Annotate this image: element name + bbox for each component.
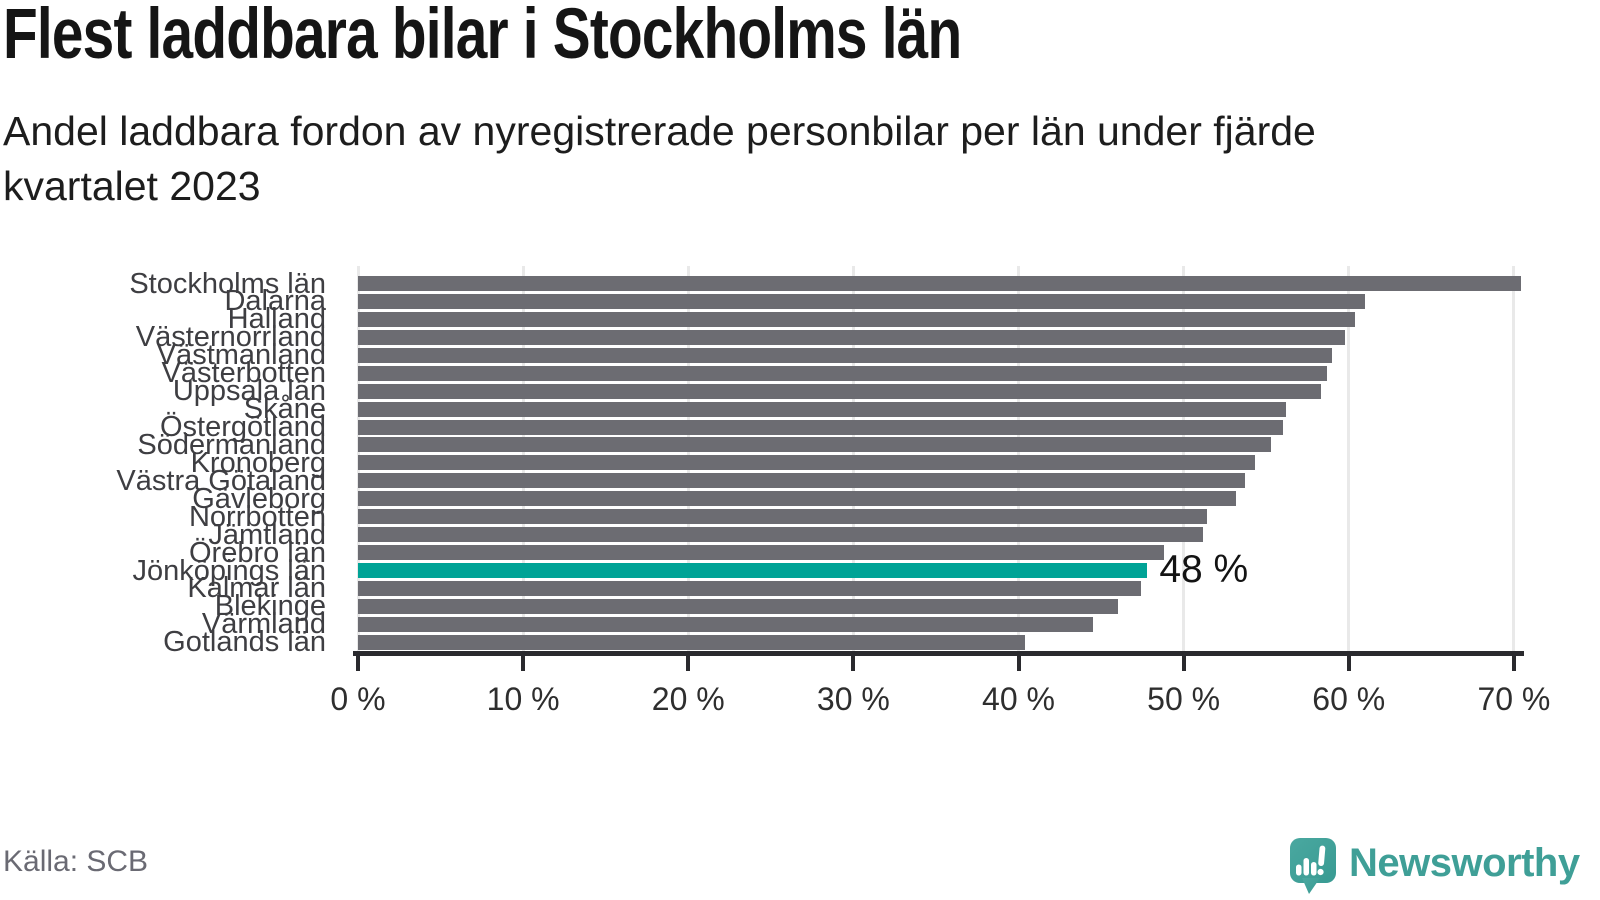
x-tick-label: 40 % <box>982 681 1055 717</box>
y-axis-label-Västra Götaland: Västra Götaland <box>116 464 326 497</box>
bar-Kalmar län <box>358 580 1141 596</box>
bar-Norrbotten <box>358 509 1207 525</box>
y-axis-label-Jönköpings län: Jönköpings län <box>132 554 326 587</box>
axis-tick <box>686 656 691 671</box>
x-axis-line <box>353 651 1524 656</box>
bar-Västerbotten <box>358 365 1328 381</box>
value-annotation: 48 % <box>1159 548 1249 592</box>
y-axis-label-Gävleborg: Gävleborg <box>192 482 326 515</box>
bar-Dalarna <box>358 293 1366 309</box>
newsworthy-logo-icon <box>1290 838 1336 894</box>
x-tick-label: 30 % <box>816 681 890 717</box>
gridline <box>1512 266 1516 656</box>
bar-Stockholms län <box>358 276 1521 291</box>
y-axis-label-Skåne: Skåne <box>243 393 326 426</box>
y-axis-label-Stockholms län: Stockholms län <box>129 267 326 300</box>
subtitle-line-1: Andel laddbara fordon av nyregistrerade … <box>3 108 1316 154</box>
plot-area: 48 % <box>356 266 1524 656</box>
chart-subtitle: Andel laddbara fordon av nyregistrerade … <box>3 104 1316 214</box>
bar-Jämtland <box>358 527 1204 543</box>
axis-tick <box>1016 656 1021 671</box>
y-axis-label-Blekinge: Blekinge <box>214 590 326 623</box>
y-axis-label-Dalarna: Dalarna <box>224 285 326 318</box>
y-axis-label-Gotlands län: Gotlands län <box>163 626 326 659</box>
bar-Kronoberg <box>358 455 1255 471</box>
source-note: Källa: SCB <box>3 845 149 878</box>
y-axis-label-Uppsala län: Uppsala län <box>172 375 326 408</box>
bar-Uppsala län <box>358 383 1321 399</box>
y-axis-label-Kronoberg: Kronoberg <box>190 446 326 479</box>
axis-tick <box>521 656 526 671</box>
brand-logo: Newsworthy <box>1290 838 1580 896</box>
x-tick-label: 10 % <box>486 681 560 717</box>
y-axis-label-Värmland: Värmland <box>201 608 326 641</box>
x-tick-label: 50 % <box>1147 681 1221 717</box>
bar-Skåne <box>358 401 1287 417</box>
bar-Södermanland <box>358 437 1272 453</box>
y-axis-label-Kalmar län: Kalmar län <box>187 572 326 605</box>
y-axis-label-Västernorrland: Västernorrland <box>135 321 326 354</box>
axis-tick <box>356 656 360 671</box>
chart-title: Flest laddbara bilar i Stockholms län <box>3 0 962 74</box>
y-axis-label-Halland: Halland <box>227 303 326 336</box>
y-axis-label-Södermanland: Södermanland <box>137 428 326 461</box>
bar-Västernorrland <box>358 329 1346 345</box>
y-axis-label-Örebro län: Örebro län <box>188 536 326 569</box>
y-axis-label-Västmanland: Västmanland <box>156 339 326 372</box>
bar-Jönköpings län <box>358 563 1148 579</box>
subtitle-line-2: kvartalet 2023 <box>3 163 261 209</box>
axis-tick <box>1346 656 1351 671</box>
y-axis-label-Norrbotten: Norrbotten <box>188 500 326 533</box>
x-tick-label: 0 % <box>330 681 386 717</box>
y-axis-label-Västerbotten: Västerbotten <box>161 357 326 390</box>
x-tick-label: 20 % <box>651 681 725 717</box>
gridline <box>1347 266 1351 656</box>
bar-Blekinge <box>358 598 1118 614</box>
x-tick-label: 70 % <box>1477 681 1551 717</box>
y-axis-labels: Stockholms län Dalarna Halland Västernorrla… <box>0 0 326 900</box>
y-axis-label-Jämtland: Jämtland <box>208 518 326 551</box>
bar-Halland <box>358 311 1356 327</box>
brand-name: Newsworthy <box>1349 841 1580 885</box>
y-axis-label-Östergötland: Östergötland <box>159 411 326 444</box>
axis-tick <box>1511 656 1516 671</box>
axis-tick <box>851 656 856 671</box>
bar-Östergötland <box>358 419 1283 435</box>
bar-Värmland <box>358 616 1093 632</box>
bar-Gotlands län <box>358 634 1026 650</box>
axis-tick <box>1181 656 1186 671</box>
bar-Gävleborg <box>358 491 1237 507</box>
bar-Örebro län <box>358 545 1164 561</box>
bar-Västmanland <box>358 347 1333 363</box>
x-tick-label: 60 % <box>1312 681 1386 717</box>
bar-Västra Götaland <box>358 473 1245 489</box>
